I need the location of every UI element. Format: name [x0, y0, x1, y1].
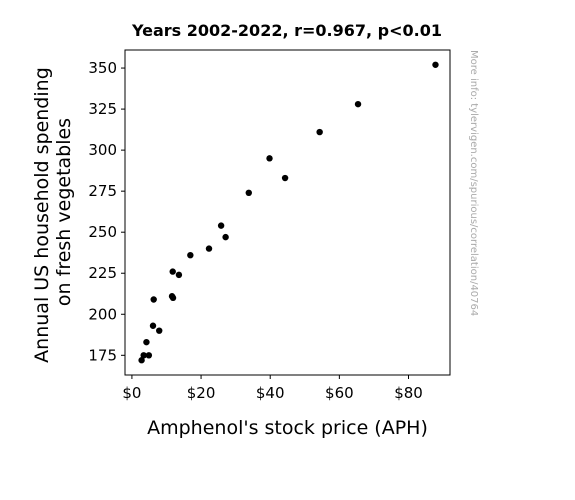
x-axis-label: Amphenol's stock price (APH) [147, 417, 428, 439]
x-tick-label: $0 [122, 384, 141, 402]
y-tick-label: 350 [88, 59, 117, 77]
data-point [316, 128, 323, 136]
data-point [169, 268, 176, 275]
x-tick-label: $60 [325, 384, 354, 402]
x-axis: $0 $20 $40 $60 $80 [122, 375, 423, 402]
y-tick-label: 225 [88, 264, 117, 282]
x-tick-label: $80 [394, 384, 423, 402]
y-tick-label: 250 [88, 223, 117, 241]
plot-frame [124, 49, 451, 376]
y-axis: 175 200 225 250 275 300 325 350 [88, 59, 125, 364]
data-point [217, 222, 225, 229]
data-point [156, 327, 163, 334]
source-note: More info: tylervigen.com/spurious/corre… [468, 50, 479, 316]
data-point [140, 352, 147, 359]
data-point [169, 294, 177, 302]
y-axis-label-line-2: on fresh vegetables [53, 118, 75, 306]
data-point [138, 357, 145, 364]
data-point [143, 338, 150, 346]
x-tick-label: $20 [187, 384, 216, 402]
y-tick-label: 325 [88, 100, 117, 118]
points-layer [138, 61, 439, 364]
data-point [222, 233, 229, 241]
chart-title: Years 2002-2022, r=0.967, p<0.01 [131, 21, 442, 40]
data-point [187, 251, 194, 259]
data-point [145, 352, 153, 359]
y-tick-label: 200 [88, 305, 117, 323]
y-axis-label-line-1: Annual US household spending [31, 67, 53, 363]
data-point [149, 322, 157, 329]
y-tick-label: 300 [88, 141, 117, 159]
data-point [354, 100, 362, 108]
data-point [281, 174, 289, 182]
data-point [432, 61, 439, 68]
data-point [266, 155, 273, 162]
data-point [205, 245, 213, 252]
y-axis-label: Annual US household spending on fresh ve… [31, 61, 75, 363]
x-tick-label: $40 [256, 384, 285, 402]
plot-area [124, 49, 451, 376]
data-point [150, 296, 157, 303]
y-tick-label: 175 [88, 346, 117, 364]
data-point [245, 189, 252, 197]
y-tick-label: 275 [88, 182, 117, 200]
data-point [175, 271, 183, 279]
